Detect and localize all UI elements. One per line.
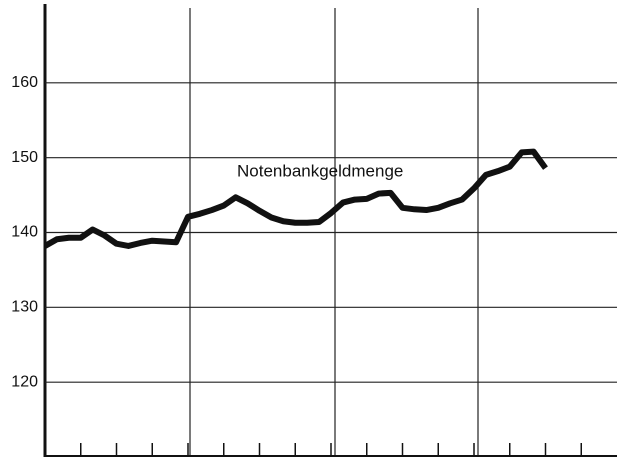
y-tick-label: 130 <box>11 299 38 316</box>
data-line <box>43 148 548 249</box>
annotation: Notenbankgeldmenge <box>237 161 403 180</box>
y-tick-label: 140 <box>11 224 38 241</box>
y-tick-label: 150 <box>11 149 38 166</box>
y-tick-label: 120 <box>11 373 38 390</box>
y-tick-label: 160 <box>11 74 38 91</box>
